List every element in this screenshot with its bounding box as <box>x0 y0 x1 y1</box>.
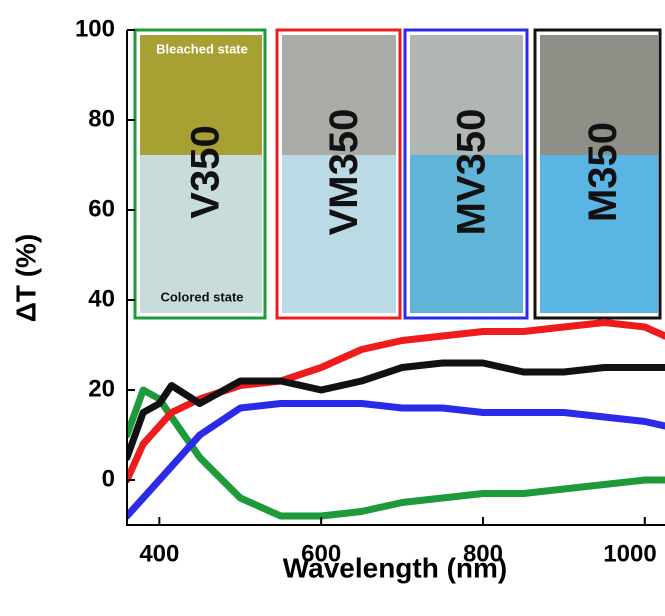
y-tick-label: 80 <box>88 105 115 132</box>
legend-label: MV350 <box>450 109 494 236</box>
y-tick-label: 0 <box>102 465 115 492</box>
legend-label: M350 <box>581 122 625 222</box>
legend-label: V350 <box>184 125 228 218</box>
chart: Bleached state Colored state Wavelength … <box>0 0 665 616</box>
y-tick-label: 100 <box>75 15 115 42</box>
y-axis-title: ΔT (%) <box>10 234 41 323</box>
x-tick-label: 1000 <box>603 540 656 567</box>
plot-lines <box>127 323 665 517</box>
annotation: Bleached state <box>156 41 248 56</box>
y-tick-label: 40 <box>88 285 115 312</box>
y-tick-label: 60 <box>88 195 115 222</box>
x-tick-label: 400 <box>139 540 179 567</box>
x-tick-label: 600 <box>301 540 341 567</box>
legend-label: VM350 <box>322 109 366 236</box>
annotation: Colored state <box>160 289 243 304</box>
data-line <box>127 404 665 517</box>
x-tick-label: 800 <box>463 540 503 567</box>
y-tick-label: 20 <box>88 375 115 402</box>
